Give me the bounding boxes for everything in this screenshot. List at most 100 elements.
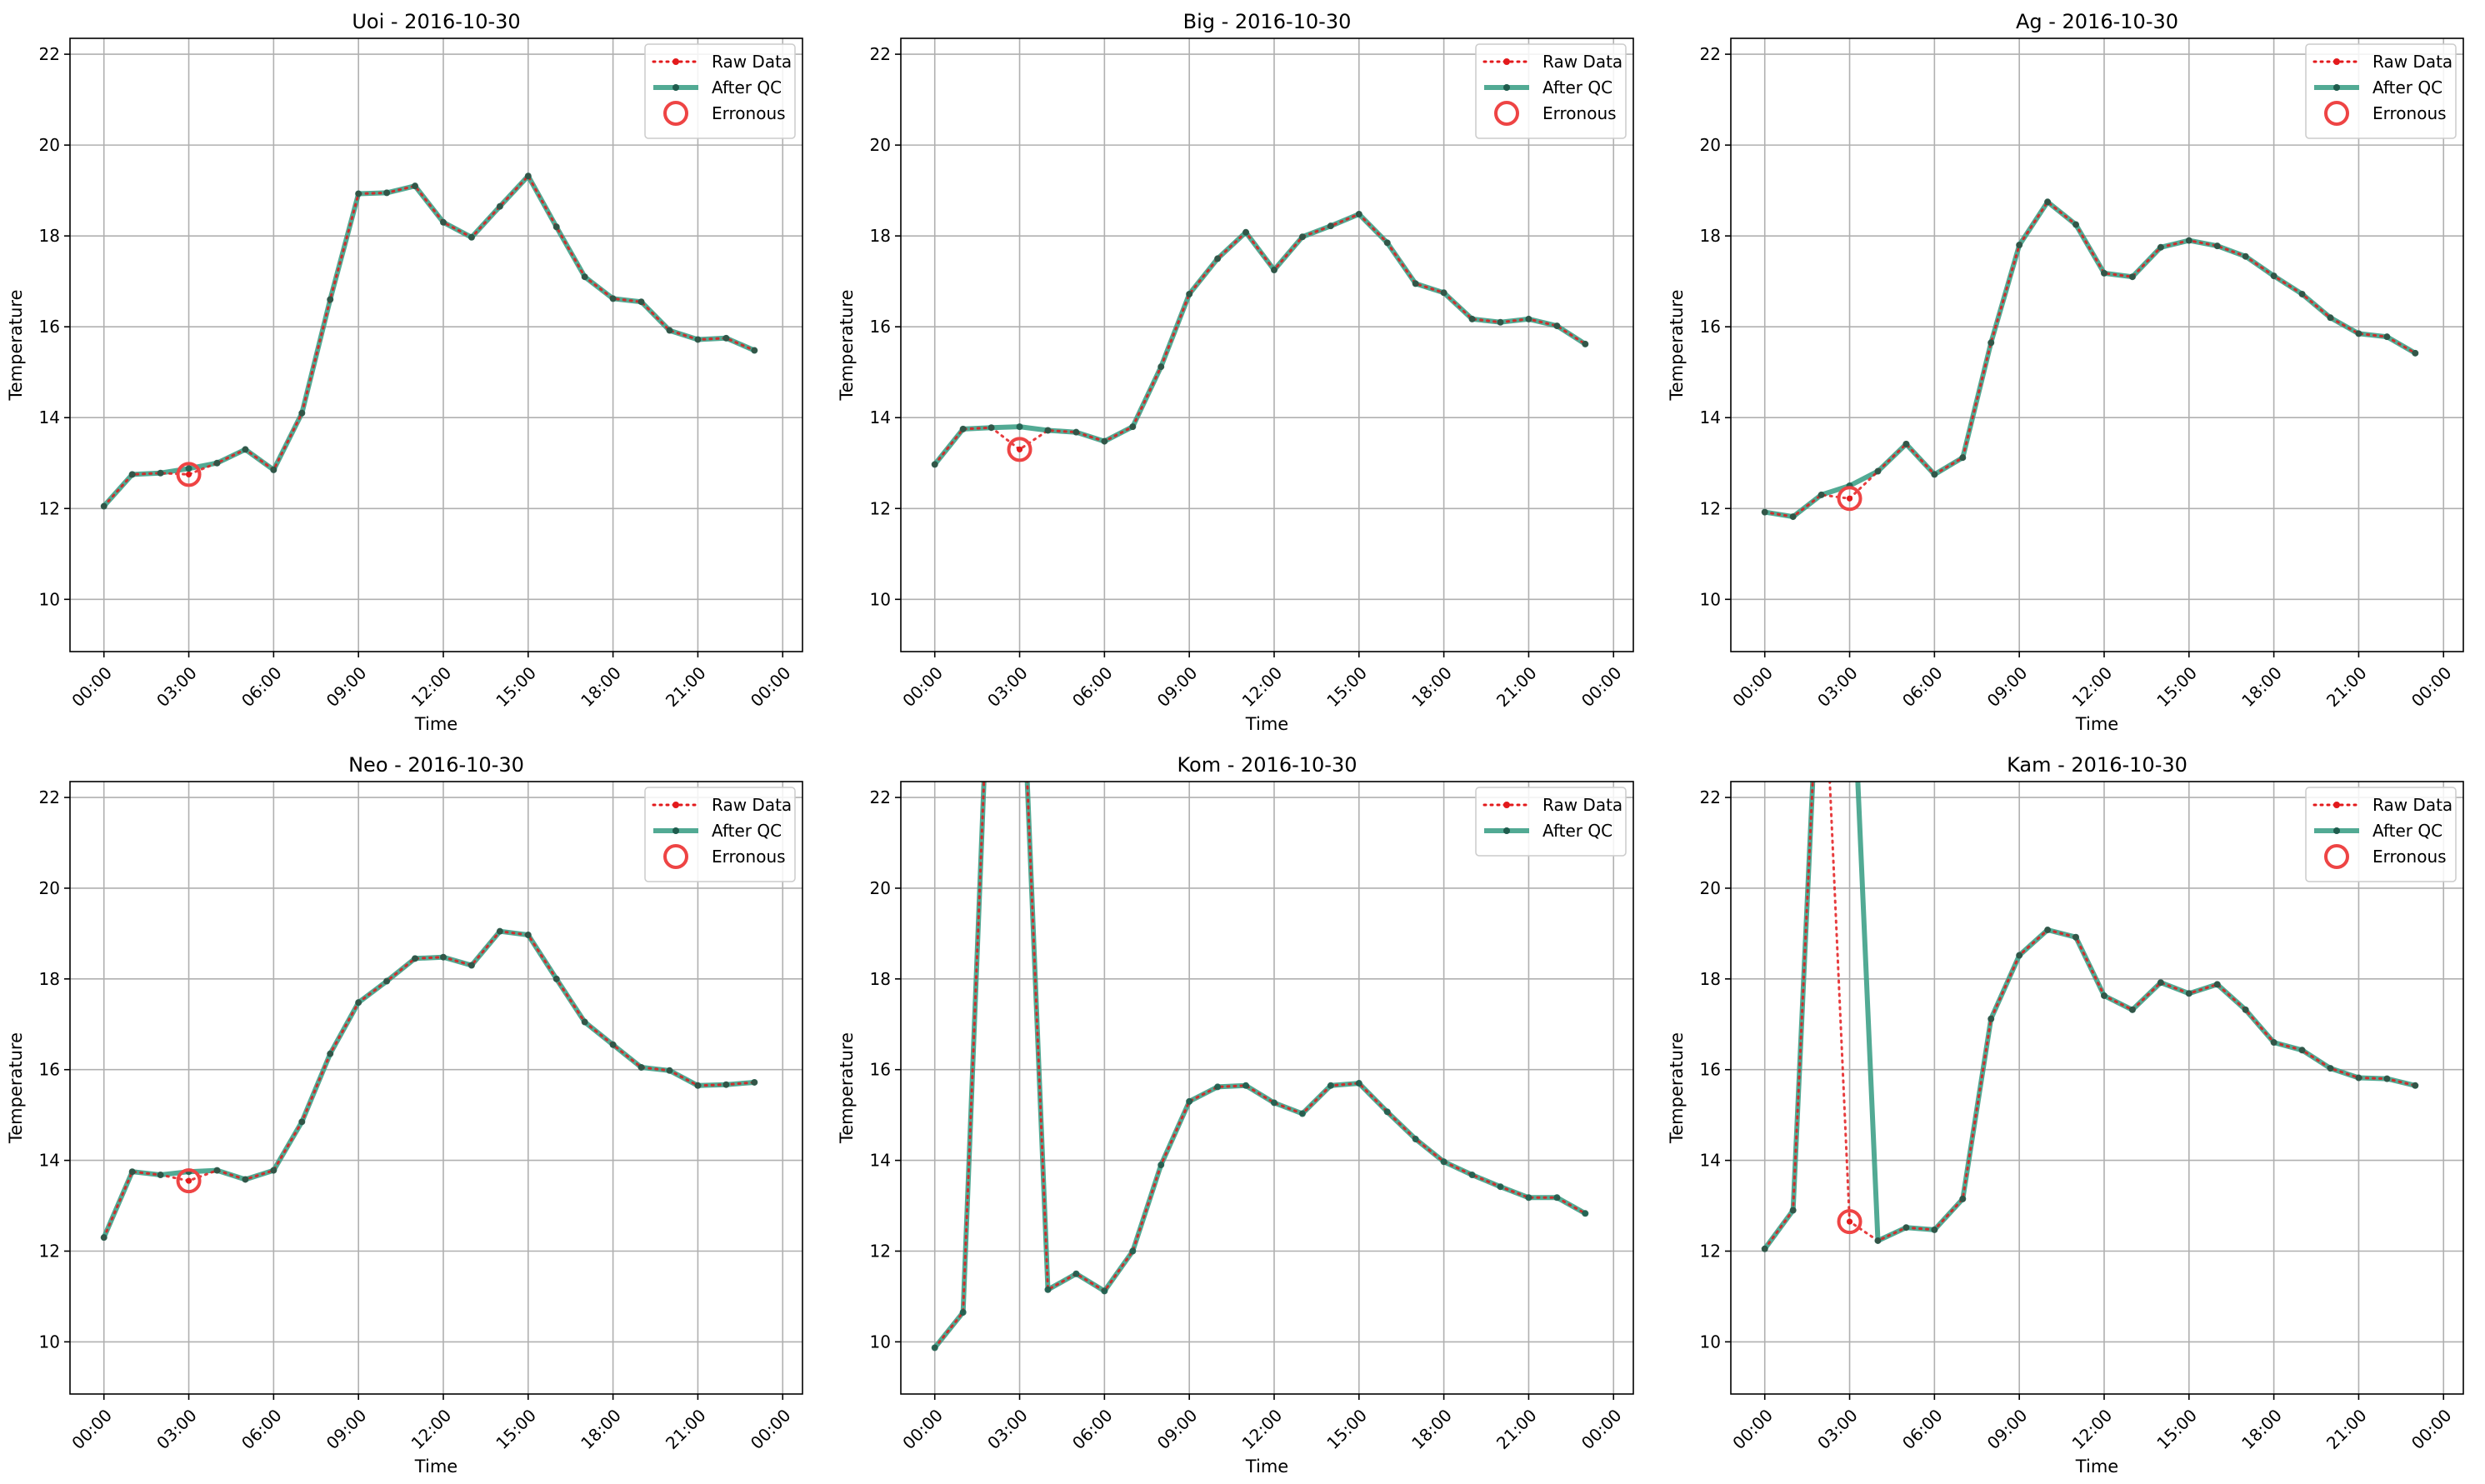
raw-series-line	[102, 930, 756, 1239]
x-axis-label: Time	[414, 1457, 458, 1477]
x-axis-label: Time	[2075, 1457, 2118, 1477]
qc-point	[1242, 1082, 1250, 1089]
x-tick-label: 21:00	[662, 1405, 710, 1453]
qc-point	[2072, 933, 2080, 941]
y-tick-label: 10	[1700, 589, 1721, 609]
qc-point	[327, 1050, 334, 1057]
qc-point	[959, 425, 967, 432]
qc-point	[1129, 423, 1137, 431]
x-tick-label: 15:00	[492, 662, 540, 711]
y-tick-label: 14	[1700, 1151, 1721, 1171]
qc-point	[1412, 1136, 1419, 1143]
chart-title: Ag - 2016-10-30	[2016, 10, 2178, 33]
axes-frame	[1730, 37, 2464, 652]
x-tick-label: 18:00	[2238, 1405, 2286, 1453]
legend-raw-marker	[2333, 802, 2340, 808]
x-tick-label: 18:00	[2238, 662, 2286, 711]
qc-point	[1355, 1080, 1362, 1087]
x-tick-label: 12:00	[1238, 662, 1287, 711]
qc-point	[100, 1234, 108, 1242]
x-axis-label: Time	[1245, 714, 1288, 734]
y-tick-label: 18	[1700, 226, 1721, 246]
qc-point	[2100, 992, 2108, 999]
x-tick-label: 15:00	[492, 1405, 540, 1453]
x-tick-label: 00:00	[898, 662, 947, 711]
qc-point	[524, 932, 532, 939]
qc-point	[524, 172, 532, 180]
legend: Raw Data After QC Erronous	[644, 787, 796, 882]
axes-frame	[900, 781, 1634, 1395]
y-tick-label: 16	[870, 1060, 891, 1080]
y-tick-label: 18	[870, 226, 891, 246]
x-tick-label: 06:00	[238, 662, 286, 711]
legend-label-qc: After QC	[712, 77, 782, 97]
qc-point	[2242, 1006, 2249, 1013]
qc-point	[1497, 1183, 1504, 1191]
legend-label-err: Erronous	[712, 847, 786, 867]
y-tick-label: 10	[39, 1332, 60, 1352]
x-tick-label: 12:00	[408, 662, 456, 711]
y-tick-label: 14	[870, 407, 891, 427]
qc-point	[1440, 1158, 1448, 1166]
qc-point	[213, 459, 221, 467]
x-tick-label: 03:00	[152, 662, 201, 711]
qc-point	[1129, 1247, 1137, 1255]
y-tick-label: 12	[1700, 498, 1721, 518]
x-tick-label: 03:00	[983, 1405, 1032, 1453]
erroneous-point	[186, 1177, 192, 1184]
x-tick-label: 21:00	[1492, 662, 1541, 711]
qc-point	[1044, 427, 1052, 434]
qc-point	[496, 927, 503, 935]
y-tick-label: 20	[1700, 135, 1721, 155]
chart-panel-1: 00:00 03:00 06:00 09:00 12:00 15:00 18:00 21:00…	[837, 10, 1634, 734]
qc-point	[298, 1118, 306, 1126]
y-tick-label: 14	[870, 1151, 891, 1171]
qc-point	[1553, 322, 1561, 330]
x-tick-label: 00:00	[1728, 662, 1777, 711]
qc-point	[988, 424, 995, 432]
qc-point	[1298, 233, 1306, 241]
x-tick-label: 18:00	[577, 662, 625, 711]
y-tick-label: 18	[870, 969, 891, 989]
qc-point	[1988, 1015, 1995, 1022]
legend-label-raw: Raw Data	[712, 52, 792, 72]
legend-label-raw: Raw Data	[712, 795, 792, 815]
axes-frame	[69, 781, 803, 1395]
qc-point	[2016, 952, 2023, 959]
qc-point	[383, 977, 391, 985]
y-tick-label: 16	[1700, 1060, 1721, 1080]
legend-label-err: Erronous	[2372, 103, 2447, 123]
x-tick-label: 00:00	[1578, 1405, 1626, 1453]
qc-point	[552, 975, 560, 982]
qc-point	[2044, 927, 2052, 934]
y-tick-label: 16	[39, 317, 60, 337]
qc-point	[1988, 339, 1995, 347]
erroneous-marker	[1007, 437, 1032, 462]
qc-point	[2072, 221, 2080, 228]
qc-point	[1158, 363, 1165, 371]
qc-point	[751, 347, 758, 354]
qc-point	[1902, 1224, 1910, 1232]
qc-point	[1789, 1207, 1797, 1214]
legend-erroneous-marker	[663, 844, 688, 869]
series-group	[100, 172, 758, 510]
qc-point	[1242, 228, 1250, 236]
qc-point	[1959, 454, 1967, 462]
qc-point	[1327, 1082, 1334, 1089]
qc-point	[581, 273, 588, 281]
y-axis-label: Temperature	[1667, 1032, 1687, 1144]
chart-title: Big - 2016-10-30	[1183, 10, 1352, 33]
qc-point	[609, 295, 617, 302]
qc-point	[1383, 239, 1391, 247]
qc-point	[1582, 340, 1589, 347]
qc-point	[1525, 1194, 1532, 1202]
erroneous-point	[1847, 1218, 1853, 1225]
qc-series-line	[101, 173, 758, 509]
qc-point	[1016, 423, 1023, 431]
series-group	[931, 782, 1589, 1352]
qc-point	[1412, 280, 1419, 287]
x-tick-label: 00:00	[68, 662, 116, 711]
raw-series-line	[1763, 782, 2417, 1251]
qc-point	[1468, 315, 1476, 322]
